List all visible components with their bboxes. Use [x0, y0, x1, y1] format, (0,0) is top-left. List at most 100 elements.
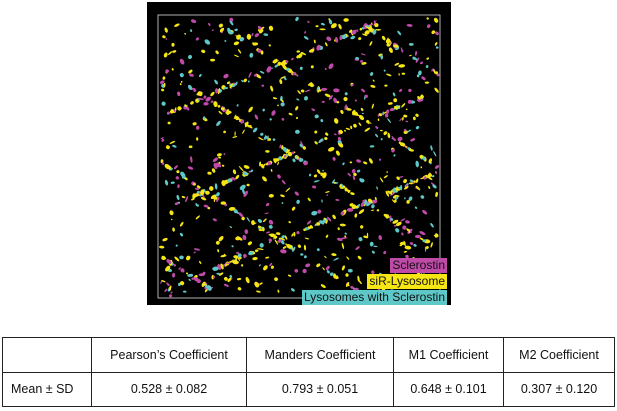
speckle	[268, 219, 274, 225]
speckle	[344, 235, 347, 238]
speckle	[242, 129, 245, 134]
speckle	[376, 186, 378, 190]
speckle	[200, 197, 207, 201]
speckle	[227, 27, 232, 35]
speckle	[160, 280, 163, 284]
speckle	[229, 83, 234, 89]
speckle	[177, 184, 180, 189]
speckle	[314, 114, 319, 119]
speckle	[220, 201, 227, 205]
speckle	[320, 284, 326, 289]
speckle	[435, 233, 439, 237]
speckle	[258, 264, 261, 267]
speckle	[355, 246, 360, 250]
speckle	[171, 68, 174, 71]
speckle	[218, 23, 223, 28]
speckle	[386, 73, 392, 77]
speckle	[184, 104, 188, 108]
speckle	[360, 107, 364, 112]
speckle	[397, 105, 401, 108]
speckle	[369, 72, 374, 76]
speckle	[283, 76, 287, 81]
speckle	[190, 101, 194, 105]
speckle	[342, 162, 345, 166]
speckle	[188, 69, 193, 74]
speckle	[178, 267, 181, 270]
speckle	[337, 136, 342, 142]
speckle	[236, 251, 239, 255]
speckle	[346, 208, 354, 212]
speckle	[238, 49, 242, 54]
speckle	[212, 195, 216, 199]
speckle	[161, 138, 165, 142]
speckle	[313, 180, 320, 183]
speckle	[270, 265, 274, 269]
speckle	[188, 54, 192, 60]
speckle	[161, 280, 166, 283]
speckle	[281, 238, 286, 241]
speckle	[287, 274, 292, 277]
speckle	[280, 249, 287, 254]
speckle	[419, 231, 426, 236]
speckle	[434, 165, 440, 169]
speckle	[366, 202, 372, 207]
speckle	[380, 54, 384, 60]
speckle	[245, 276, 250, 284]
speckle	[344, 129, 346, 132]
speckle	[227, 178, 232, 183]
speckle	[274, 239, 279, 245]
speckle	[314, 130, 318, 134]
speckle	[386, 171, 388, 174]
speckle	[272, 138, 276, 141]
speckle	[333, 257, 339, 261]
speckle	[303, 255, 307, 259]
speckle	[240, 264, 244, 267]
speckle	[314, 141, 318, 145]
speckle	[324, 42, 328, 47]
speckle	[430, 223, 434, 228]
speckle	[216, 272, 221, 275]
speckle	[416, 74, 420, 78]
speckle	[190, 19, 197, 24]
speckle	[268, 238, 273, 242]
speckle	[208, 22, 211, 27]
speckle	[235, 237, 240, 241]
speckle	[246, 33, 252, 40]
speckle	[259, 161, 262, 167]
speckle	[204, 39, 211, 45]
speckle	[216, 162, 222, 168]
speckle	[172, 227, 175, 232]
speckle	[356, 29, 359, 32]
speckle	[218, 110, 223, 115]
speckle	[187, 84, 193, 90]
speckle	[280, 194, 285, 198]
speckle	[366, 119, 370, 124]
speckle	[408, 88, 412, 93]
speckle	[313, 39, 316, 44]
speckle	[230, 208, 235, 211]
speckle	[196, 137, 199, 141]
speckle	[352, 175, 355, 181]
speckle	[346, 256, 350, 260]
speckle	[268, 44, 271, 47]
speckle	[241, 79, 244, 83]
speckle	[415, 160, 419, 168]
coefficient-table: Pearson’s Coefficient Manders Coefficien…	[2, 337, 615, 407]
speckle	[268, 25, 274, 31]
speckle	[346, 108, 352, 111]
speckle	[259, 28, 264, 34]
speckle	[345, 273, 349, 277]
speckle	[403, 186, 409, 190]
speckle	[409, 242, 414, 245]
speckle	[297, 244, 301, 248]
speckle	[412, 116, 416, 121]
speckle	[268, 225, 273, 229]
speckle	[322, 169, 324, 172]
speckle	[184, 177, 188, 181]
speckle	[325, 234, 329, 238]
speckle	[196, 185, 201, 189]
speckle	[159, 245, 165, 249]
speckle	[316, 263, 321, 268]
speckle	[405, 220, 410, 224]
speckle	[281, 202, 284, 205]
